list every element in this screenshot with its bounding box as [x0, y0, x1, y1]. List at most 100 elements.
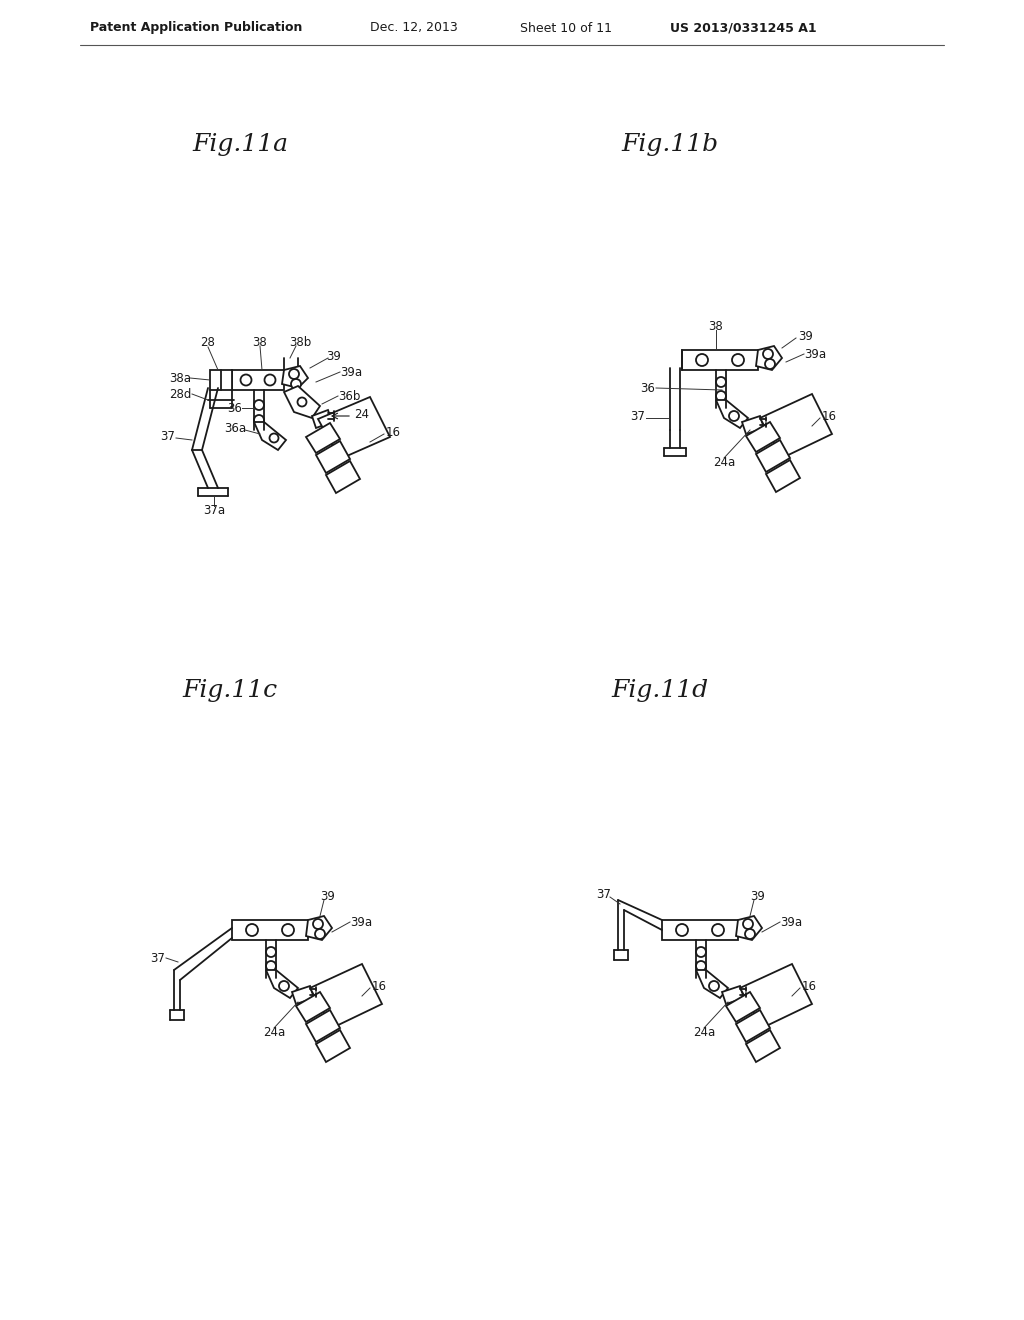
- Polygon shape: [746, 1030, 780, 1063]
- Polygon shape: [306, 916, 332, 940]
- Bar: [232, 370, 284, 389]
- Circle shape: [696, 354, 708, 366]
- Text: 37: 37: [151, 952, 166, 965]
- Circle shape: [246, 924, 258, 936]
- Polygon shape: [266, 970, 298, 998]
- Polygon shape: [766, 459, 800, 492]
- Polygon shape: [742, 416, 764, 434]
- Circle shape: [266, 961, 276, 972]
- Text: 38: 38: [253, 335, 267, 348]
- Text: 37: 37: [161, 429, 175, 442]
- Polygon shape: [316, 441, 350, 473]
- Bar: [682, 350, 758, 370]
- Polygon shape: [722, 986, 744, 1005]
- Circle shape: [716, 378, 726, 387]
- Text: 36a: 36a: [224, 421, 246, 434]
- Circle shape: [266, 946, 276, 957]
- Text: 36b: 36b: [338, 389, 360, 403]
- Polygon shape: [312, 411, 332, 428]
- Polygon shape: [756, 440, 790, 473]
- Polygon shape: [740, 964, 812, 1028]
- Text: 24a: 24a: [693, 1026, 715, 1039]
- Text: Fig.11b: Fig.11b: [622, 133, 719, 157]
- Polygon shape: [746, 422, 780, 451]
- Polygon shape: [318, 397, 390, 459]
- Polygon shape: [326, 461, 360, 492]
- Text: 37a: 37a: [203, 503, 225, 516]
- Polygon shape: [756, 346, 782, 370]
- Text: 28d: 28d: [169, 388, 191, 400]
- Text: 24: 24: [354, 408, 369, 421]
- Circle shape: [254, 400, 264, 411]
- Text: Fig.11d: Fig.11d: [611, 678, 709, 701]
- Circle shape: [264, 375, 275, 385]
- Polygon shape: [284, 385, 319, 418]
- Text: 39a: 39a: [804, 347, 826, 360]
- Circle shape: [676, 924, 688, 936]
- Circle shape: [269, 433, 279, 442]
- Circle shape: [732, 354, 744, 366]
- Text: 24a: 24a: [713, 455, 735, 469]
- Circle shape: [315, 929, 325, 939]
- Text: Patent Application Publication: Patent Application Publication: [90, 21, 302, 34]
- Text: 39: 39: [798, 330, 813, 342]
- Circle shape: [745, 929, 755, 939]
- Circle shape: [716, 391, 726, 401]
- Polygon shape: [254, 422, 286, 450]
- Text: 28: 28: [201, 335, 215, 348]
- Text: 39: 39: [751, 890, 765, 903]
- Circle shape: [282, 924, 294, 936]
- Polygon shape: [306, 422, 340, 453]
- Circle shape: [289, 370, 299, 379]
- Bar: [662, 920, 738, 940]
- Circle shape: [254, 414, 264, 425]
- Polygon shape: [306, 1010, 340, 1041]
- Text: 37: 37: [631, 409, 645, 422]
- Text: 39a: 39a: [340, 366, 362, 379]
- Text: Fig.11a: Fig.11a: [193, 133, 288, 157]
- Bar: [232, 920, 308, 940]
- Text: 16: 16: [386, 425, 401, 438]
- Circle shape: [729, 411, 739, 421]
- Text: Fig.11c: Fig.11c: [182, 678, 278, 701]
- Polygon shape: [716, 400, 748, 428]
- Text: 36: 36: [227, 401, 243, 414]
- Circle shape: [696, 946, 706, 957]
- Text: US 2013/0331245 A1: US 2013/0331245 A1: [670, 21, 816, 34]
- Text: 16: 16: [372, 979, 387, 993]
- Circle shape: [279, 981, 289, 991]
- Text: 39a: 39a: [350, 916, 372, 928]
- Polygon shape: [296, 993, 330, 1022]
- Text: 37: 37: [597, 887, 611, 900]
- Polygon shape: [726, 993, 760, 1022]
- Text: 38a: 38a: [169, 371, 191, 384]
- Circle shape: [743, 919, 753, 929]
- Text: 39: 39: [321, 890, 336, 903]
- Polygon shape: [736, 916, 762, 940]
- Text: 16: 16: [802, 979, 817, 993]
- Polygon shape: [736, 1010, 770, 1041]
- Text: 38: 38: [709, 319, 723, 333]
- Circle shape: [298, 397, 306, 407]
- Circle shape: [241, 375, 252, 385]
- Circle shape: [763, 348, 773, 359]
- Polygon shape: [310, 964, 382, 1028]
- Bar: [210, 370, 232, 389]
- Text: 36: 36: [641, 381, 655, 395]
- Circle shape: [765, 359, 775, 370]
- Text: 38b: 38b: [289, 335, 311, 348]
- Text: 39: 39: [327, 350, 341, 363]
- Text: 16: 16: [822, 409, 837, 422]
- Polygon shape: [316, 1030, 350, 1063]
- Text: 39a: 39a: [780, 916, 802, 928]
- Polygon shape: [282, 366, 308, 388]
- Circle shape: [313, 919, 323, 929]
- Text: Dec. 12, 2013: Dec. 12, 2013: [370, 21, 458, 34]
- Circle shape: [696, 961, 706, 972]
- Polygon shape: [292, 986, 314, 1005]
- Text: Sheet 10 of 11: Sheet 10 of 11: [520, 21, 612, 34]
- Text: 24a: 24a: [263, 1026, 285, 1039]
- Circle shape: [291, 379, 301, 389]
- Circle shape: [709, 981, 719, 991]
- Polygon shape: [696, 970, 728, 998]
